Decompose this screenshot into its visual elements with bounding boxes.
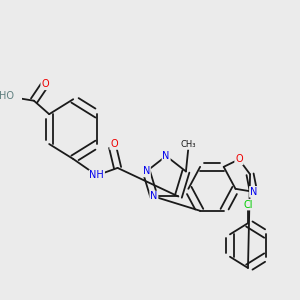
Text: O: O xyxy=(235,154,243,164)
Text: HO: HO xyxy=(0,91,14,101)
Text: N: N xyxy=(163,151,170,161)
Text: CH₃: CH₃ xyxy=(181,140,197,149)
Text: NH: NH xyxy=(89,170,104,180)
Text: N: N xyxy=(250,187,257,197)
Text: N: N xyxy=(150,191,158,202)
Text: O: O xyxy=(41,79,49,89)
Text: Cl: Cl xyxy=(243,200,253,210)
Text: O: O xyxy=(110,139,118,149)
Text: N: N xyxy=(143,167,150,176)
